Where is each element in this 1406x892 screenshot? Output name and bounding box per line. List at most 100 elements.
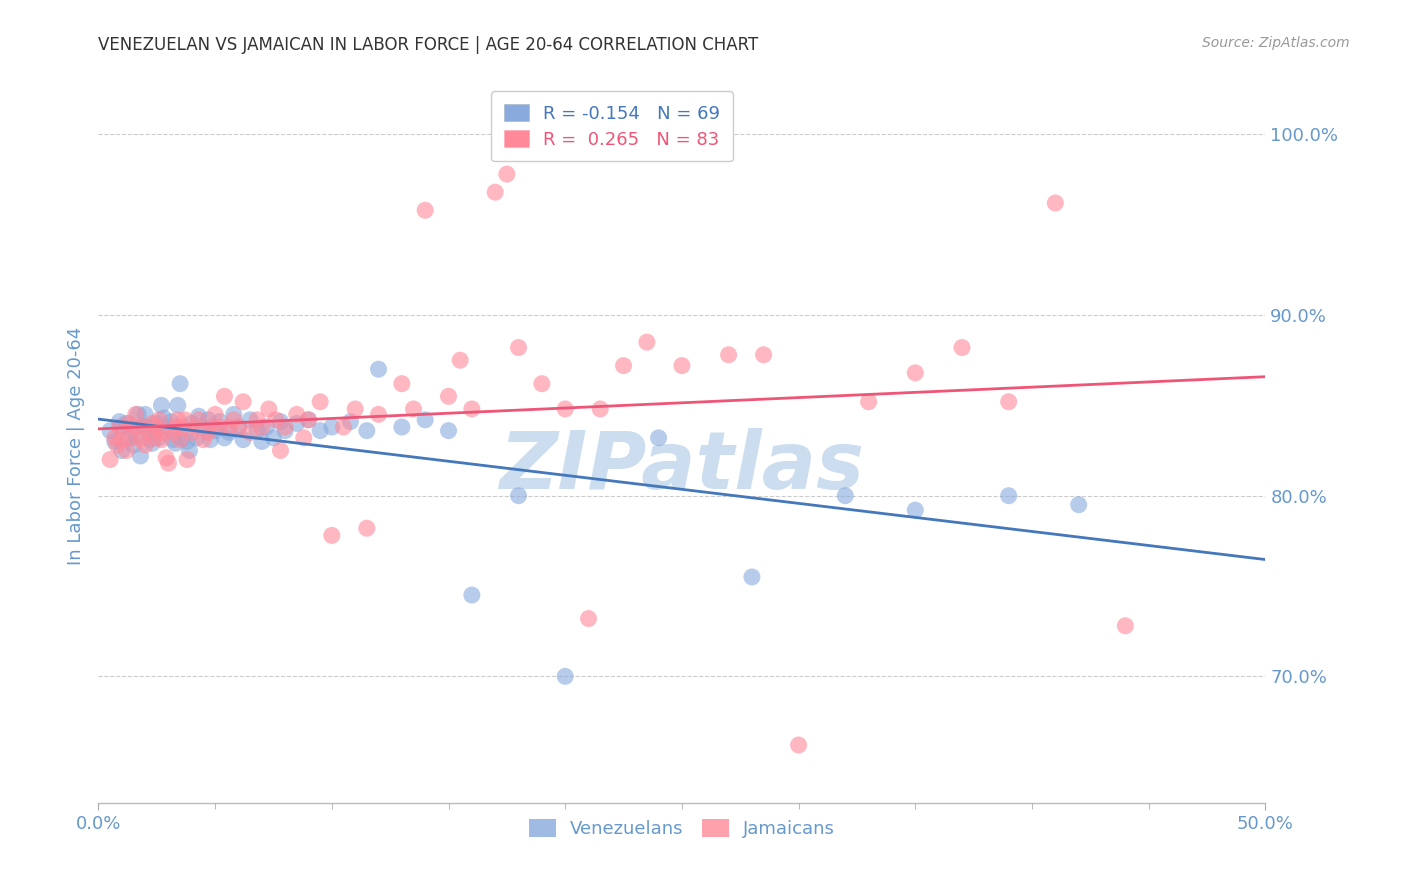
Point — [108, 415, 131, 429]
Point — [257, 401, 280, 416]
Point — [141, 436, 163, 450]
Point — [264, 413, 287, 427]
Point — [309, 424, 332, 438]
Point — [157, 420, 180, 434]
Point — [98, 424, 121, 438]
Point — [950, 341, 973, 355]
Point — [1067, 498, 1090, 512]
Point — [108, 420, 131, 434]
Point — [461, 401, 484, 416]
Point — [367, 408, 389, 422]
Point — [111, 443, 134, 458]
Point — [159, 415, 181, 429]
Point — [162, 433, 184, 447]
Point — [115, 443, 138, 458]
Point — [118, 417, 141, 431]
Text: VENEZUELAN VS JAMAICAN IN LABOR FORCE | AGE 20-64 CORRELATION CHART: VENEZUELAN VS JAMAICAN IN LABOR FORCE | … — [98, 36, 759, 54]
Point — [150, 433, 173, 447]
Point — [269, 415, 291, 429]
Point — [717, 348, 740, 362]
Point — [115, 417, 138, 431]
Text: Source: ZipAtlas.com: Source: ZipAtlas.com — [1202, 36, 1350, 50]
Point — [200, 433, 222, 447]
Point — [176, 434, 198, 449]
Point — [589, 401, 612, 416]
Point — [179, 443, 201, 458]
Point — [647, 431, 669, 445]
Point — [1045, 196, 1067, 211]
Point — [166, 398, 188, 412]
Point — [484, 185, 506, 199]
Point — [997, 489, 1019, 503]
Point — [134, 438, 156, 452]
Point — [741, 570, 763, 584]
Point — [169, 433, 191, 447]
Point — [339, 415, 361, 429]
Point — [172, 420, 194, 434]
Point — [262, 431, 284, 445]
Point — [166, 413, 188, 427]
Point — [129, 433, 152, 447]
Point — [858, 394, 880, 409]
Point — [165, 420, 187, 434]
Point — [122, 438, 145, 452]
Point — [274, 424, 297, 438]
Point — [269, 443, 291, 458]
Point — [134, 408, 156, 422]
Point — [554, 401, 576, 416]
Point — [367, 362, 389, 376]
Point — [214, 389, 236, 403]
Point — [228, 420, 250, 434]
Point — [250, 420, 273, 434]
Point — [162, 425, 184, 440]
Point — [152, 411, 174, 425]
Point — [232, 433, 254, 447]
Point — [437, 389, 460, 403]
Point — [332, 420, 354, 434]
Point — [222, 408, 245, 422]
Point — [118, 431, 141, 445]
Point — [391, 420, 413, 434]
Point — [402, 401, 425, 416]
Point — [508, 489, 530, 503]
Point — [139, 425, 162, 440]
Point — [186, 420, 208, 434]
Point — [232, 394, 254, 409]
Point — [176, 452, 198, 467]
Point — [111, 433, 134, 447]
Point — [104, 431, 127, 445]
Point — [297, 413, 319, 427]
Point — [180, 425, 202, 440]
Point — [186, 431, 208, 445]
Point — [228, 420, 250, 434]
Point — [904, 503, 927, 517]
Point — [344, 401, 367, 416]
Point — [904, 366, 927, 380]
Point — [141, 417, 163, 431]
Point — [148, 431, 170, 445]
Point — [146, 417, 169, 431]
Point — [671, 359, 693, 373]
Point — [356, 521, 378, 535]
Point — [127, 408, 149, 422]
Point — [321, 528, 343, 542]
Legend: Venezuelans, Jamaicans: Venezuelans, Jamaicans — [520, 811, 844, 847]
Point — [508, 341, 530, 355]
Point — [834, 489, 856, 503]
Point — [218, 420, 240, 434]
Point — [613, 359, 636, 373]
Point — [297, 413, 319, 427]
Point — [413, 413, 436, 427]
Point — [274, 420, 297, 434]
Point — [239, 425, 262, 440]
Point — [413, 203, 436, 218]
Point — [461, 588, 484, 602]
Point — [120, 431, 142, 445]
Point — [193, 420, 215, 434]
Point — [132, 420, 155, 434]
Point — [125, 408, 148, 422]
Point — [157, 456, 180, 470]
Point — [193, 433, 215, 447]
Point — [285, 408, 308, 422]
Point — [122, 420, 145, 434]
